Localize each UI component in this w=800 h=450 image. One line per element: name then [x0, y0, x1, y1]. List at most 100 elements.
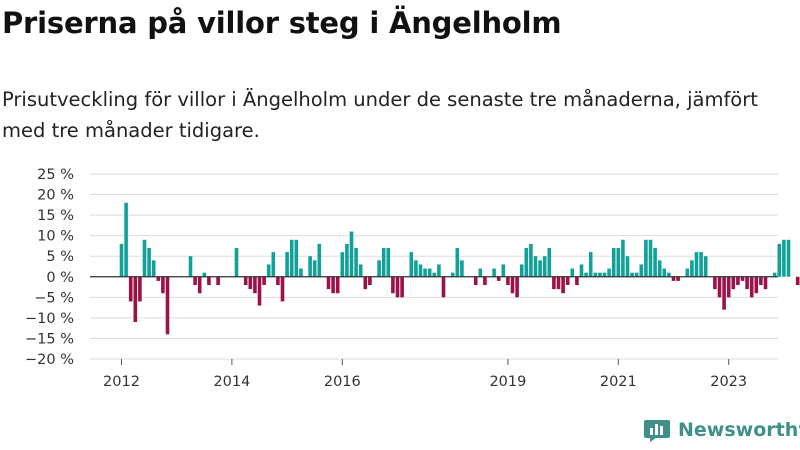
x-tick-label: 2016 — [324, 374, 361, 390]
bar — [257, 276, 262, 306]
bar — [437, 264, 441, 277]
bar — [165, 276, 170, 335]
bar — [432, 272, 437, 277]
bar — [749, 276, 754, 298]
bar — [427, 268, 432, 277]
bar — [492, 268, 496, 277]
bar — [128, 276, 133, 302]
bar — [133, 276, 138, 322]
bar — [358, 264, 363, 277]
bar — [759, 276, 763, 285]
chart-title: Priserna på villor steg i Ängelholm — [2, 6, 562, 40]
bar — [289, 239, 294, 277]
bar — [676, 276, 680, 281]
bar — [262, 276, 266, 285]
bar — [243, 276, 248, 285]
x-tick-label: 2023 — [710, 374, 747, 390]
bar — [561, 276, 565, 294]
bar — [455, 248, 460, 277]
bar — [386, 248, 391, 277]
bar — [271, 252, 276, 277]
bar — [547, 248, 552, 277]
bar-chart-logo-icon — [644, 420, 670, 442]
bar — [381, 248, 386, 277]
bar — [119, 243, 124, 277]
bar — [731, 276, 736, 290]
bar — [317, 243, 322, 277]
bar — [694, 252, 699, 277]
bar — [308, 256, 312, 277]
bar — [634, 272, 639, 277]
bar — [777, 243, 782, 277]
bar — [736, 276, 740, 285]
bar — [593, 272, 598, 277]
bar — [538, 260, 542, 277]
bar — [418, 264, 423, 277]
bar — [565, 276, 570, 285]
bar — [506, 276, 510, 285]
bar — [276, 276, 280, 285]
bar — [423, 268, 427, 277]
brand-name: Newsworthy — [678, 419, 800, 441]
bar — [524, 248, 529, 277]
bar — [552, 276, 556, 290]
bar — [326, 276, 331, 290]
bar — [207, 276, 211, 285]
bar — [142, 239, 147, 277]
bar — [501, 264, 506, 277]
brand-logo[interactable]: Newsworthy — [644, 418, 800, 442]
bar — [616, 248, 621, 277]
bar — [575, 276, 579, 285]
bar — [460, 260, 464, 277]
bar — [124, 202, 128, 277]
bar — [496, 276, 501, 281]
bar — [542, 256, 547, 277]
y-tick-label: 25 % — [37, 167, 74, 183]
bar — [248, 276, 253, 290]
bar — [138, 276, 142, 302]
bar — [598, 272, 602, 277]
bar — [795, 276, 800, 285]
bar — [253, 276, 257, 294]
bar — [151, 260, 156, 277]
bar — [395, 276, 400, 298]
bar — [529, 243, 533, 277]
bar — [611, 248, 616, 277]
bar — [515, 276, 519, 298]
bar — [570, 268, 575, 277]
bar — [630, 272, 634, 277]
bar — [786, 239, 791, 277]
bar — [202, 272, 207, 277]
y-tick-label: 5 % — [46, 249, 74, 265]
bar — [510, 276, 515, 294]
bar — [450, 272, 455, 277]
bar — [197, 276, 202, 294]
bar — [156, 276, 161, 281]
bar — [294, 239, 299, 277]
bar — [745, 276, 749, 290]
y-tick-label: −10 % — [25, 311, 74, 327]
bar — [713, 276, 717, 290]
bar — [685, 268, 690, 277]
bar — [625, 256, 630, 277]
bar — [579, 264, 584, 277]
bar — [349, 231, 354, 277]
x-tick-label: 2014 — [213, 374, 250, 390]
bar — [299, 268, 303, 277]
bar — [340, 252, 345, 277]
bar — [400, 276, 404, 298]
bar — [662, 268, 667, 277]
bar — [331, 276, 335, 294]
bar — [671, 276, 676, 281]
bar — [377, 260, 381, 277]
bar — [391, 276, 395, 294]
bar — [726, 276, 731, 298]
y-tick-label: 15 % — [37, 208, 74, 224]
chart-subtitle: Prisutveckling för villor i Ängelholm un… — [2, 88, 758, 142]
bar — [690, 260, 694, 277]
bar — [161, 276, 165, 294]
bar — [441, 276, 446, 298]
bar — [584, 272, 588, 277]
bar — [782, 239, 786, 277]
